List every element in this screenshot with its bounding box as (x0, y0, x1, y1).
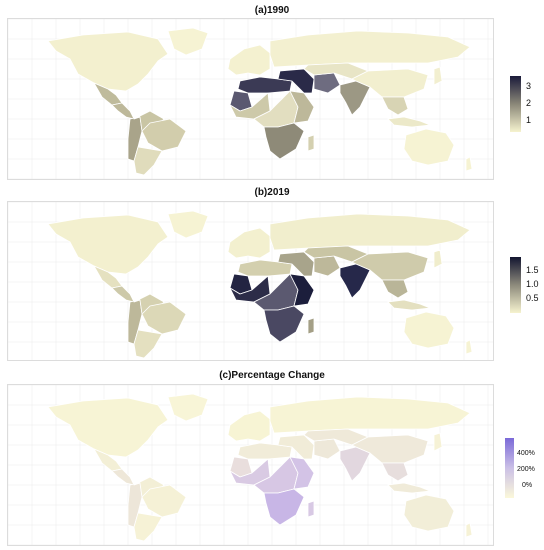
region-west-africa (229, 458, 271, 486)
region-southern-africa (263, 488, 305, 526)
region-iran (313, 438, 341, 460)
region-central-america (111, 285, 135, 303)
region-china (351, 251, 429, 281)
region-europe (227, 227, 271, 259)
region-new-zealand (465, 156, 473, 172)
legend-tick: 1 (526, 115, 532, 125)
legend-colorbar (510, 76, 521, 132)
region-iran (313, 72, 341, 94)
region-brazil (141, 118, 187, 152)
region-north-america (47, 214, 169, 275)
region-north-america (47, 31, 169, 92)
world-map (8, 202, 493, 360)
panel-2019: (b)2019 1.5 1.0 0.5 (0, 183, 544, 368)
region-central-america (111, 468, 135, 486)
region-indonesia (387, 482, 431, 494)
legend-tick: 200% (517, 466, 535, 473)
region-south-cone (133, 146, 163, 176)
legend-tick: 0% (522, 482, 533, 489)
panel-percentage-change: (c)Percentage Change 400% 200% 0% (0, 366, 544, 550)
region-south-cone (133, 329, 163, 359)
panel-title: (c)Percentage Change (219, 370, 325, 381)
region-china (351, 434, 429, 464)
legend-tick: 0.5 (526, 293, 539, 303)
legend-colorbar (505, 438, 514, 498)
panel-title: (b)2019 (254, 187, 290, 198)
region-south-cone (133, 512, 163, 542)
region-west-africa (229, 275, 271, 303)
region-madagascar (307, 317, 315, 335)
region-madagascar (307, 134, 315, 152)
region-japan (433, 432, 443, 452)
region-australia (403, 494, 455, 532)
region-southern-africa (263, 122, 305, 160)
region-china (351, 68, 429, 98)
legend-tick: 3 (526, 81, 532, 91)
region-brazil (141, 484, 187, 518)
region-india (339, 446, 371, 482)
region-new-zealand (465, 522, 473, 538)
region-central-america (111, 102, 135, 120)
region-southeast-asia (381, 96, 409, 116)
region-southeast-asia (381, 279, 409, 299)
region-australia (403, 311, 455, 349)
panel-title: (a)1990 (254, 5, 290, 16)
region-middle-east (277, 68, 315, 94)
legend: 400% 200% 0% (505, 438, 543, 498)
region-russia (269, 30, 471, 68)
region-japan (433, 249, 443, 269)
region-greenland (167, 393, 209, 422)
region-middle-east (277, 251, 315, 277)
region-indonesia (387, 299, 431, 311)
region-japan (433, 66, 443, 86)
region-russia (269, 396, 471, 434)
region-new-zealand (465, 339, 473, 355)
region-indonesia (387, 116, 431, 128)
map-frame (7, 201, 494, 361)
region-greenland (167, 27, 209, 56)
region-australia (403, 128, 455, 166)
map-frame (7, 384, 494, 546)
region-north-america (47, 397, 169, 458)
region-southeast-asia (381, 462, 409, 482)
map-frame (7, 18, 494, 180)
region-europe (227, 44, 271, 76)
region-iran (313, 255, 341, 277)
region-central-asia (303, 62, 369, 80)
region-brazil (141, 301, 187, 335)
region-southern-africa (263, 305, 305, 343)
region-central-asia (303, 245, 369, 263)
legend-tick: 1.5 (526, 265, 539, 275)
region-russia (269, 213, 471, 251)
legend: 3 2 1 (510, 76, 544, 132)
world-map (8, 385, 493, 545)
panel-1990: (a)1990 3 2 1 (0, 0, 544, 185)
legend-colorbar (510, 257, 521, 313)
region-india (339, 80, 371, 116)
world-map (8, 19, 493, 179)
region-europe (227, 410, 271, 442)
region-greenland (167, 210, 209, 239)
legend-tick: 400% (517, 450, 535, 457)
legend: 1.5 1.0 0.5 (510, 257, 544, 313)
region-central-asia (303, 428, 369, 446)
region-india (339, 263, 371, 299)
region-middle-east (277, 434, 315, 460)
region-west-africa (229, 92, 271, 120)
legend-tick: 2 (526, 98, 532, 108)
legend-tick: 1.0 (526, 279, 539, 289)
region-madagascar (307, 500, 315, 518)
